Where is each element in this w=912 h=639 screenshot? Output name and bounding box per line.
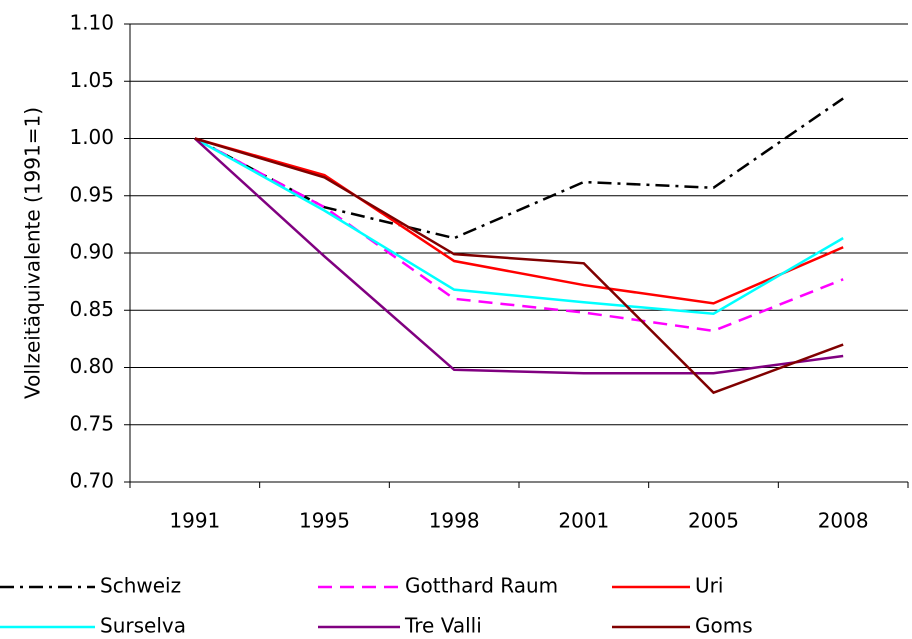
y-tick-label: 0.75 [69,411,114,435]
legend-label: Goms [695,614,753,638]
x-tick-label: 1995 [299,509,350,533]
legend-label: Uri [695,574,723,598]
series-line [194,137,844,395]
series-line [194,137,844,315]
x-tick-label: 1991 [169,509,220,533]
x-tick-label: 2001 [558,509,609,533]
y-tick-label: 0.80 [69,354,114,378]
legend-label: Surselva [100,614,186,638]
y-tick-label: 0.95 [69,182,114,206]
x-tick-label: 2005 [688,509,739,533]
y-tick-label: 0.85 [69,297,114,321]
series-line [194,137,844,305]
y-tick-label: 1.10 [69,11,114,35]
y-tick-label: 0.90 [69,240,114,264]
y-tick-label: 1.00 [69,125,114,149]
series-line [193,137,844,375]
x-tick-label: 1998 [429,509,480,533]
legend-label: Schweiz [100,574,181,598]
series-line [194,137,844,333]
y-tick-label: 0.70 [69,469,114,493]
legend-label: Tre Valli [404,614,482,638]
x-tick-label: 2008 [818,509,869,533]
legend-label: Gotthard Raum [405,574,558,598]
y-tick-label: 1.05 [69,68,114,92]
y-axis-label: Vollzeitäquivalente (1991=1) [21,107,45,399]
